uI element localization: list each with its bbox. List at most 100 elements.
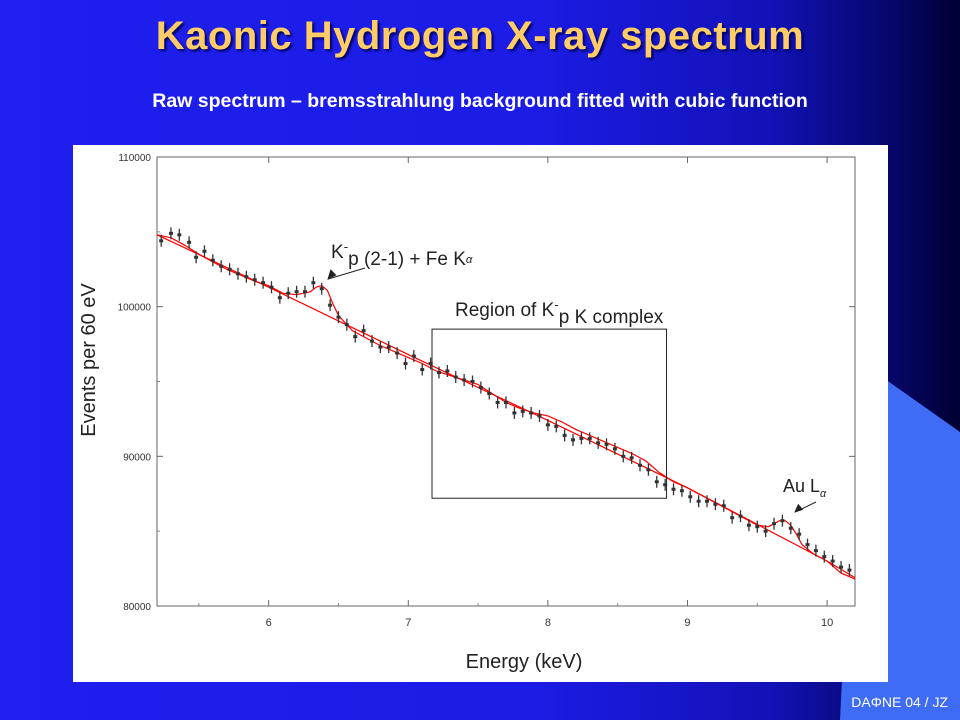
data-point — [545, 418, 550, 431]
data-point — [462, 374, 467, 386]
data-point — [252, 273, 257, 286]
data-point — [168, 227, 173, 240]
data-point — [621, 450, 626, 463]
data-point — [361, 324, 366, 337]
data-point — [721, 499, 726, 512]
data-point — [537, 409, 542, 422]
data-point — [738, 510, 743, 523]
data-point — [369, 335, 374, 348]
footer-credit: DAΦNE 04 / JZ — [851, 694, 948, 710]
data-point — [788, 522, 793, 535]
data-point — [512, 406, 517, 419]
data-point — [428, 357, 433, 370]
data-point — [227, 263, 232, 276]
data-point — [663, 478, 668, 491]
data-point — [571, 433, 576, 446]
data-point — [529, 406, 534, 419]
data-point — [261, 276, 266, 289]
arrow-head — [327, 269, 337, 280]
annotation-part: α — [820, 488, 827, 500]
data-point — [671, 483, 676, 496]
data-point — [679, 484, 684, 497]
data-point — [159, 234, 164, 247]
data-point — [830, 555, 835, 568]
data-point — [353, 330, 358, 343]
data-point — [277, 291, 282, 304]
data-point — [177, 228, 182, 241]
data-point — [612, 442, 617, 455]
data-point — [344, 318, 349, 331]
data-point — [746, 519, 751, 532]
data-point — [445, 365, 450, 378]
annotation-arrow — [327, 267, 366, 280]
y-axis-label: Events per 60 eV — [78, 283, 100, 437]
y-tick-label: 90000 — [123, 452, 151, 463]
data-point — [763, 525, 768, 538]
arrow-head — [794, 503, 804, 513]
data-point — [772, 517, 777, 530]
data-point — [805, 538, 810, 551]
annotation-part: Au L — [783, 476, 820, 496]
data-point — [302, 285, 307, 298]
annotation-label: Region of K-p K complex — [455, 297, 664, 328]
data-point — [696, 495, 701, 508]
x-tick-label: 9 — [684, 617, 690, 629]
annotation-part: p (2-1) + Fe K — [348, 249, 466, 270]
data-point — [596, 436, 601, 449]
data-point — [294, 285, 299, 298]
data-point — [797, 528, 802, 541]
chart-panel: 6 7 8 9 10 80000 90000 100000 110000 K-p (2-1) +… — [73, 145, 888, 682]
data-point — [328, 299, 333, 312]
data-point — [780, 514, 785, 527]
annotation-label: K-p (2-1) + Fe Kα — [331, 239, 473, 270]
data-point — [654, 475, 659, 488]
data-point — [386, 341, 391, 354]
data-point — [235, 267, 240, 280]
data-point — [319, 282, 324, 295]
slide-subtitle: Raw spectrum – bremsstrahlung background… — [152, 90, 808, 112]
data-point — [562, 429, 567, 442]
annotation-part: α — [466, 254, 473, 266]
x-axis-label: Energy (keV) — [466, 651, 583, 673]
data-point — [487, 387, 492, 400]
data-point — [713, 498, 718, 511]
data-point — [554, 420, 559, 433]
data-point — [194, 251, 199, 264]
data-point — [813, 544, 818, 557]
data-point — [244, 270, 249, 283]
data-point — [210, 254, 215, 267]
data-point — [847, 564, 852, 577]
data-point — [705, 495, 710, 508]
annotation-part: Region of K — [455, 300, 555, 321]
data-point — [403, 357, 408, 370]
data-point — [219, 260, 224, 273]
y-tick-label: 110000 — [118, 153, 151, 164]
data-point — [604, 438, 609, 451]
data-point — [688, 490, 693, 503]
data-point — [311, 276, 316, 289]
region-box — [431, 328, 668, 499]
data-point — [378, 341, 383, 354]
data-point — [638, 459, 643, 472]
x-tick-label: 8 — [545, 617, 551, 629]
data-point — [730, 511, 735, 524]
data-point — [420, 363, 425, 376]
data-point — [587, 432, 592, 445]
data-point — [436, 366, 441, 379]
data-point — [822, 550, 827, 563]
data-point — [629, 451, 634, 464]
x-tick-label: 6 — [266, 617, 272, 629]
x-tick-label: 10 — [821, 617, 833, 629]
y-tick-label: 100000 — [118, 303, 152, 314]
slide-title: Kaonic Hydrogen X-ray spectrum — [155, 14, 805, 58]
data-point — [504, 396, 508, 409]
data-point — [187, 236, 192, 249]
data-point — [579, 432, 584, 445]
data-point — [202, 245, 207, 258]
data-point — [478, 381, 483, 394]
data-point — [336, 311, 341, 324]
data-point — [839, 561, 844, 574]
annotation-part: K — [331, 242, 344, 263]
data-point — [520, 405, 525, 418]
